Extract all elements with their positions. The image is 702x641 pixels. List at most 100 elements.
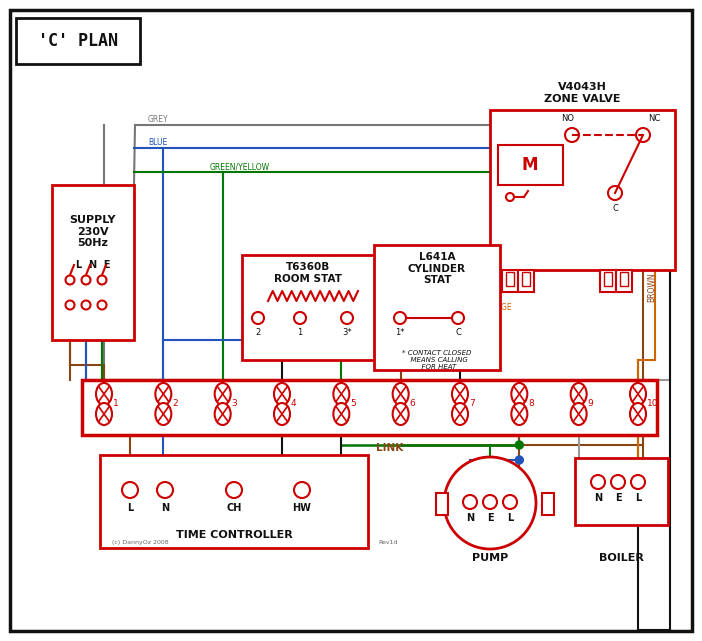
Circle shape bbox=[294, 482, 310, 498]
Text: NC: NC bbox=[648, 114, 661, 123]
Bar bbox=[522, 272, 530, 286]
Text: N: N bbox=[466, 513, 474, 523]
Text: 7: 7 bbox=[469, 399, 475, 408]
Bar bbox=[542, 493, 554, 515]
Circle shape bbox=[98, 276, 107, 285]
Ellipse shape bbox=[215, 383, 231, 405]
Text: 'C' PLAN: 'C' PLAN bbox=[38, 32, 118, 50]
Bar bbox=[498, 145, 563, 185]
Text: PUMP: PUMP bbox=[472, 553, 508, 563]
Text: 8: 8 bbox=[529, 399, 534, 408]
Text: 1: 1 bbox=[298, 328, 303, 337]
Bar bbox=[242, 255, 375, 360]
Ellipse shape bbox=[452, 383, 468, 405]
Ellipse shape bbox=[155, 383, 171, 405]
Bar bbox=[100, 455, 368, 548]
Ellipse shape bbox=[571, 383, 587, 405]
Circle shape bbox=[515, 456, 523, 464]
Text: 5: 5 bbox=[350, 399, 356, 408]
Ellipse shape bbox=[274, 403, 290, 425]
Bar bbox=[620, 272, 628, 286]
Ellipse shape bbox=[155, 403, 171, 425]
Bar bbox=[518, 270, 534, 292]
Circle shape bbox=[608, 186, 622, 200]
Text: E: E bbox=[486, 513, 494, 523]
Circle shape bbox=[252, 312, 264, 324]
Circle shape bbox=[483, 495, 497, 509]
Circle shape bbox=[65, 276, 74, 285]
Ellipse shape bbox=[511, 403, 527, 425]
Text: E: E bbox=[615, 493, 621, 503]
Ellipse shape bbox=[511, 383, 527, 405]
Circle shape bbox=[565, 128, 579, 142]
Bar bbox=[506, 272, 514, 286]
Bar bbox=[604, 272, 612, 286]
Bar bbox=[82, 380, 657, 435]
Text: SUPPLY
230V
50Hz: SUPPLY 230V 50Hz bbox=[69, 215, 117, 248]
Ellipse shape bbox=[452, 403, 468, 425]
Circle shape bbox=[65, 301, 74, 310]
Text: BROWN: BROWN bbox=[647, 272, 656, 302]
Circle shape bbox=[81, 276, 91, 285]
Text: L: L bbox=[127, 503, 133, 513]
Ellipse shape bbox=[96, 383, 112, 405]
Text: CH: CH bbox=[226, 503, 241, 513]
Text: BLUE: BLUE bbox=[148, 138, 167, 147]
Ellipse shape bbox=[333, 403, 350, 425]
Text: ORANGE: ORANGE bbox=[480, 303, 512, 312]
Text: 2: 2 bbox=[256, 328, 260, 337]
Ellipse shape bbox=[333, 383, 350, 405]
Circle shape bbox=[591, 475, 605, 489]
Bar bbox=[600, 270, 616, 292]
Circle shape bbox=[463, 495, 477, 509]
Text: LINK: LINK bbox=[376, 443, 404, 453]
Circle shape bbox=[506, 193, 514, 201]
Text: 1: 1 bbox=[113, 399, 119, 408]
Text: L: L bbox=[507, 513, 513, 523]
Text: * CONTACT CLOSED
  MEANS CALLING
  FOR HEAT: * CONTACT CLOSED MEANS CALLING FOR HEAT bbox=[402, 350, 472, 370]
Circle shape bbox=[452, 312, 464, 324]
Circle shape bbox=[444, 457, 536, 549]
Ellipse shape bbox=[571, 403, 587, 425]
Text: Rev1d: Rev1d bbox=[378, 540, 397, 545]
Circle shape bbox=[503, 495, 517, 509]
Text: C: C bbox=[612, 204, 618, 213]
Circle shape bbox=[611, 475, 625, 489]
Text: L  N  E: L N E bbox=[76, 260, 110, 270]
Circle shape bbox=[341, 312, 353, 324]
Text: 3: 3 bbox=[232, 399, 237, 408]
Ellipse shape bbox=[274, 383, 290, 405]
Text: 9: 9 bbox=[588, 399, 593, 408]
Bar bbox=[502, 270, 518, 292]
Bar bbox=[374, 245, 500, 370]
Circle shape bbox=[294, 312, 306, 324]
Ellipse shape bbox=[630, 403, 646, 425]
Bar bbox=[52, 185, 134, 340]
Ellipse shape bbox=[215, 403, 231, 425]
Text: NO: NO bbox=[562, 114, 574, 123]
Text: C: C bbox=[455, 328, 461, 337]
Bar bbox=[616, 270, 632, 292]
Text: M: M bbox=[522, 156, 538, 174]
Bar bbox=[490, 110, 675, 270]
Circle shape bbox=[98, 301, 107, 310]
Text: 6: 6 bbox=[410, 399, 416, 408]
Bar bbox=[436, 493, 448, 515]
Text: GREEN/YELLOW: GREEN/YELLOW bbox=[210, 162, 270, 171]
Text: WHITE: WHITE bbox=[480, 273, 505, 282]
Text: BOILER: BOILER bbox=[599, 553, 644, 563]
Bar bbox=[575, 458, 668, 525]
FancyBboxPatch shape bbox=[16, 18, 140, 64]
Ellipse shape bbox=[630, 383, 646, 405]
Circle shape bbox=[157, 482, 173, 498]
Text: 10: 10 bbox=[647, 399, 658, 408]
Ellipse shape bbox=[392, 383, 409, 405]
Text: 4: 4 bbox=[291, 399, 297, 408]
Text: HW: HW bbox=[293, 503, 312, 513]
Circle shape bbox=[122, 482, 138, 498]
Text: TIME CONTROLLER: TIME CONTROLLER bbox=[176, 530, 292, 540]
Circle shape bbox=[394, 312, 406, 324]
Circle shape bbox=[226, 482, 242, 498]
Text: V4043H
ZONE VALVE: V4043H ZONE VALVE bbox=[544, 82, 621, 104]
Circle shape bbox=[515, 441, 523, 449]
